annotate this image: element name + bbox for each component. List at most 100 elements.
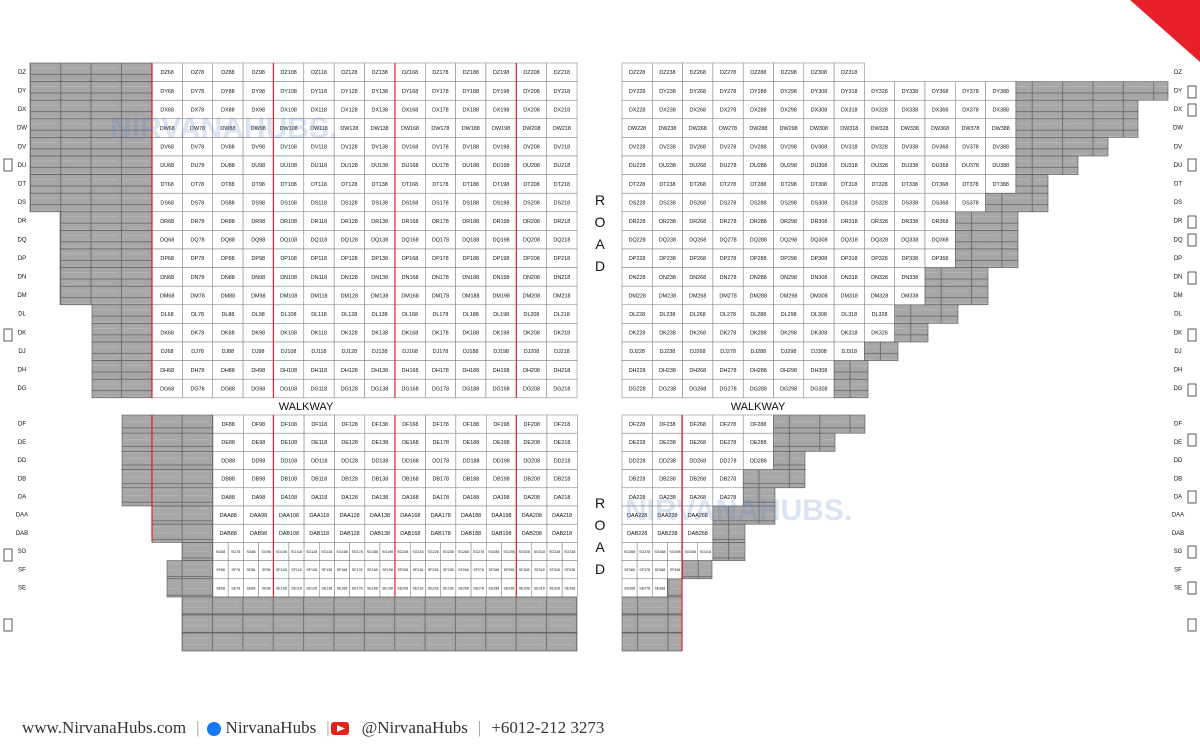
plot-label: DAA88 xyxy=(220,513,237,519)
sold-block xyxy=(59,285,153,306)
plot-label: DP318 xyxy=(841,256,857,262)
plot-label: DX318 xyxy=(841,107,857,113)
plot-label: DW128 xyxy=(340,126,358,132)
plot-label: DU388 xyxy=(992,163,1009,169)
plot-label: DJ268 xyxy=(690,349,706,355)
row-label: DA xyxy=(18,494,26,500)
entrance-icon xyxy=(1187,271,1197,285)
plot-label: DZ318 xyxy=(841,70,857,76)
plot-label: DP228 xyxy=(629,256,645,262)
plot-label: DS138 xyxy=(371,200,387,206)
plot-label: DY228 xyxy=(629,89,645,95)
plot-label: DT178 xyxy=(432,182,448,188)
sold-block xyxy=(29,174,153,194)
sold-block xyxy=(1015,155,1079,175)
separator: | xyxy=(477,718,482,737)
plot-label: DN238 xyxy=(659,275,676,281)
plot-label: SG178 xyxy=(352,550,363,554)
plot-label: SG298 xyxy=(503,550,514,554)
plot-label: DK68 xyxy=(160,331,174,337)
plot-label: DY108 xyxy=(280,89,296,95)
plot-label: DE278 xyxy=(720,440,736,446)
plots: DZ68 DZ78 DZ88 DZ98 DZ108 DZ118 DZ128 DZ138 DZ16… xyxy=(3,62,1197,652)
phone[interactable]: +6012-212 3273 xyxy=(491,718,605,737)
youtube[interactable]: @NirvanaHubs xyxy=(361,718,468,737)
plot-label: SF398 xyxy=(670,568,681,572)
plot-label: DS268 xyxy=(690,200,706,206)
plot-label: DP298 xyxy=(780,256,796,262)
plot-label: DT138 xyxy=(372,182,388,188)
plot-label: DY88 xyxy=(221,89,235,95)
plot-label: DU178 xyxy=(432,163,449,169)
plot-label: DU188 xyxy=(462,163,479,169)
plot-label: DW138 xyxy=(371,126,389,132)
plot-label: DX238 xyxy=(659,107,675,113)
plot-label: SE268 xyxy=(458,586,469,590)
sold-block xyxy=(181,542,214,561)
plot-label: DD118 xyxy=(311,458,327,464)
plot-label: DN268 xyxy=(689,275,706,281)
plot-label: SF208 xyxy=(397,568,408,572)
plot-label: DY138 xyxy=(371,89,387,95)
row-label: SF xyxy=(18,567,26,573)
plot-label: SG238 xyxy=(443,550,454,554)
plot-label: DY328 xyxy=(871,89,887,95)
plot-label: DD188 xyxy=(463,458,480,464)
plot-label: DL288 xyxy=(750,312,766,318)
plot-label: DAB88 xyxy=(220,531,237,537)
plot-label: SE368 xyxy=(624,586,635,590)
plot-label: DK118 xyxy=(311,331,327,337)
facebook[interactable]: NirvanaHubs xyxy=(225,718,317,737)
plot-label: DV298 xyxy=(780,145,796,151)
plot-label: DP178 xyxy=(432,256,448,262)
plot-label: DH88 xyxy=(221,368,235,374)
plot-label: DR208 xyxy=(523,219,540,225)
plot-label: DN328 xyxy=(871,275,888,281)
sold-block xyxy=(954,230,1019,250)
plot-label: DJ238 xyxy=(660,349,676,355)
plot-label: SE298 xyxy=(504,586,515,590)
plot-label: DX298 xyxy=(780,107,796,113)
plot-label: DJ68 xyxy=(161,349,174,355)
plot-label: DT108 xyxy=(281,182,297,188)
plot-label: SG418 xyxy=(700,550,711,554)
plot-label: DT208 xyxy=(523,182,539,188)
plot-label: SF68 xyxy=(216,568,225,572)
row-label: DAB xyxy=(1172,531,1184,537)
plot-label: SG128 xyxy=(306,550,317,554)
plot-label: DP338 xyxy=(902,256,918,262)
plot-label: DV78 xyxy=(191,145,205,151)
plot-label: DG238 xyxy=(659,386,676,392)
walkway-label: WALKWAY xyxy=(279,401,334,413)
plot-label: DZ138 xyxy=(372,70,388,76)
plot-label: DY318 xyxy=(841,89,857,95)
plot-label: SG338 xyxy=(564,550,575,554)
website[interactable]: www.NirvanaHubs.com xyxy=(22,718,187,737)
plot-label: DG118 xyxy=(311,386,328,392)
plot-label: DJ178 xyxy=(433,349,449,355)
plot-label: DZ128 xyxy=(341,70,357,76)
plot-label: DJ138 xyxy=(372,349,388,355)
plot-label: SE168 xyxy=(337,586,348,590)
plot-label: DD228 xyxy=(629,458,646,464)
row-label: DY xyxy=(18,88,26,94)
plot-label: DR188 xyxy=(462,219,479,225)
plot-label: DB108 xyxy=(281,477,297,483)
plot-label: DN88 xyxy=(221,275,235,281)
plot-label: DR178 xyxy=(432,219,449,225)
plot-label: DR68 xyxy=(160,219,174,225)
row-label: DU xyxy=(18,163,27,169)
plot-label: DZ168 xyxy=(402,70,418,76)
plot-label: DN68 xyxy=(160,275,174,281)
plot-label: DX388 xyxy=(993,107,1009,113)
plot-label: SF118 xyxy=(291,568,301,572)
plot-label: DX118 xyxy=(311,107,327,113)
plot-label: DAA128 xyxy=(340,513,360,519)
plot-label: DQ198 xyxy=(493,238,510,244)
plot-label: DH238 xyxy=(659,368,676,374)
plot-label: DR218 xyxy=(553,219,570,225)
plot-label: SE278 xyxy=(473,586,484,590)
plot-label: DR108 xyxy=(280,219,297,225)
plot-label: DJ228 xyxy=(629,349,645,355)
plot-label: DL268 xyxy=(690,312,706,318)
